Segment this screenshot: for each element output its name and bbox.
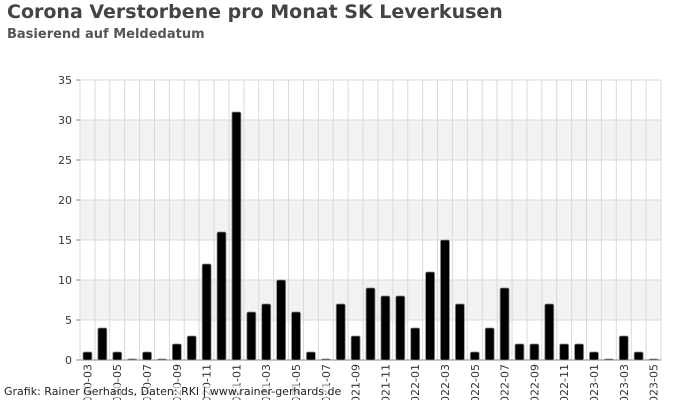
bar bbox=[380, 295, 391, 361]
bar bbox=[589, 351, 599, 361]
bar bbox=[484, 327, 495, 361]
chart-title: Corona Verstorbene pro Monat SK Leverkus… bbox=[7, 1, 503, 23]
y-tick-label: 5 bbox=[65, 314, 72, 327]
bar bbox=[201, 263, 212, 361]
y-tick-label: 20 bbox=[58, 194, 72, 207]
grid-band bbox=[80, 120, 661, 160]
x-tick-label: 2022-01 bbox=[409, 364, 422, 400]
bar bbox=[186, 335, 197, 361]
bar bbox=[291, 311, 301, 361]
bar bbox=[171, 343, 182, 361]
bar bbox=[97, 327, 108, 361]
bar bbox=[246, 311, 257, 361]
bar bbox=[529, 343, 540, 361]
x-tick-label: 2022-11 bbox=[558, 364, 571, 400]
x-tick-label: 2022-07 bbox=[499, 364, 512, 400]
bar bbox=[231, 111, 242, 361]
bar bbox=[618, 335, 629, 361]
bar bbox=[306, 351, 316, 361]
bar bbox=[350, 335, 361, 361]
bar bbox=[425, 271, 435, 361]
x-tick-label: 2023-05 bbox=[648, 364, 661, 400]
x-tick-label: 2022-09 bbox=[528, 364, 541, 400]
bar bbox=[216, 231, 227, 361]
x-tick-label: 2022-03 bbox=[439, 364, 452, 400]
credit-footer: Grafik: Rainer Gerhards, Daten: RKI | ww… bbox=[4, 385, 342, 398]
bar bbox=[365, 287, 376, 361]
bar bbox=[157, 358, 167, 361]
y-tick-label: 35 bbox=[58, 74, 72, 87]
bar bbox=[276, 279, 286, 361]
y-tick-label: 0 bbox=[65, 354, 72, 367]
bar bbox=[142, 351, 152, 361]
y-tick-label: 10 bbox=[58, 274, 72, 287]
grid-band bbox=[80, 200, 661, 240]
x-tick-label: 2021-11 bbox=[379, 364, 392, 400]
bar bbox=[648, 358, 659, 361]
bar bbox=[559, 343, 570, 361]
chart-subtitle: Basierend auf Meldedatum bbox=[7, 27, 205, 42]
bar bbox=[574, 343, 584, 361]
bar bbox=[320, 358, 331, 361]
bar bbox=[127, 358, 138, 361]
bar bbox=[410, 327, 421, 361]
bar bbox=[603, 358, 614, 361]
bar bbox=[633, 351, 644, 361]
bar bbox=[261, 303, 272, 361]
bar bbox=[395, 295, 406, 361]
x-tick-label: 2023-03 bbox=[618, 364, 631, 400]
bar bbox=[499, 287, 510, 361]
bar bbox=[112, 351, 123, 361]
bar bbox=[514, 343, 525, 361]
y-tick-label: 15 bbox=[58, 234, 72, 247]
bar bbox=[469, 351, 480, 361]
y-tick-label: 30 bbox=[58, 114, 72, 127]
x-tick-label: 2023-01 bbox=[588, 364, 601, 400]
y-tick-label: 25 bbox=[58, 154, 72, 167]
x-tick-label: 2022-05 bbox=[469, 364, 482, 400]
bar bbox=[455, 303, 465, 361]
bar bbox=[335, 303, 346, 361]
bar bbox=[544, 303, 555, 361]
bar bbox=[440, 239, 450, 361]
bar bbox=[82, 351, 93, 361]
x-tick-label: 2021-09 bbox=[350, 364, 363, 400]
